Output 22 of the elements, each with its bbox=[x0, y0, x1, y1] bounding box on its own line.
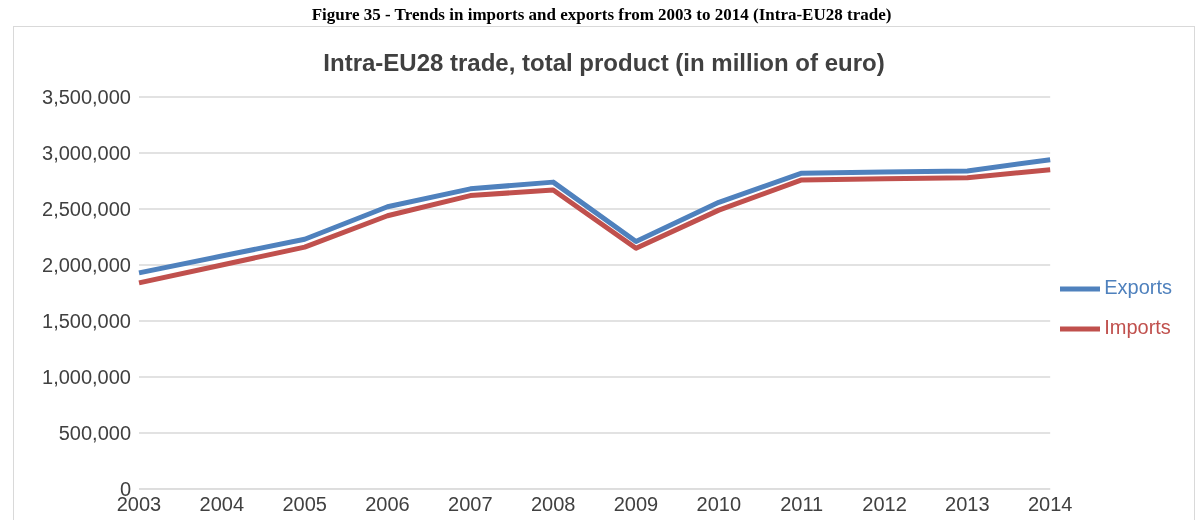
x-tick-label: 2010 bbox=[696, 493, 742, 516]
y-tick-label: 2,500,000 bbox=[42, 198, 131, 221]
y-tick-label: 3,500,000 bbox=[42, 86, 131, 109]
chart-subtitle: Intra-EU28 trade, total product (in million of euro) bbox=[323, 49, 885, 76]
x-tick-label: 2013 bbox=[945, 493, 990, 516]
y-tick-label: 500,000 bbox=[58, 422, 131, 445]
y-tick-label: 1,000,000 bbox=[42, 366, 131, 389]
legend-label: Imports bbox=[1104, 316, 1171, 339]
x-tick-label: 2012 bbox=[862, 493, 907, 516]
x-tick-label: 2008 bbox=[530, 493, 576, 516]
x-tick-label: 2014 bbox=[1027, 493, 1073, 516]
y-tick-label: 1,500,000 bbox=[42, 310, 131, 333]
x-tick-label: 2009 bbox=[613, 493, 659, 516]
x-tick-label: 2004 bbox=[199, 493, 245, 516]
x-tick-label: 2006 bbox=[365, 493, 410, 516]
chart-title: Figure 35 - Trends in imports and exports from 2003 to 2014 (Intra-EU28 trade) bbox=[310, 5, 893, 26]
x-tick-label: 2011 bbox=[780, 493, 824, 516]
y-tick-label: 2,000,000 bbox=[42, 254, 131, 277]
legend-label: Exports bbox=[1104, 276, 1172, 299]
y-tick-label: 3,000,000 bbox=[42, 142, 131, 165]
x-tick-label: 2005 bbox=[282, 493, 327, 516]
x-tick-label: 2007 bbox=[448, 493, 493, 516]
